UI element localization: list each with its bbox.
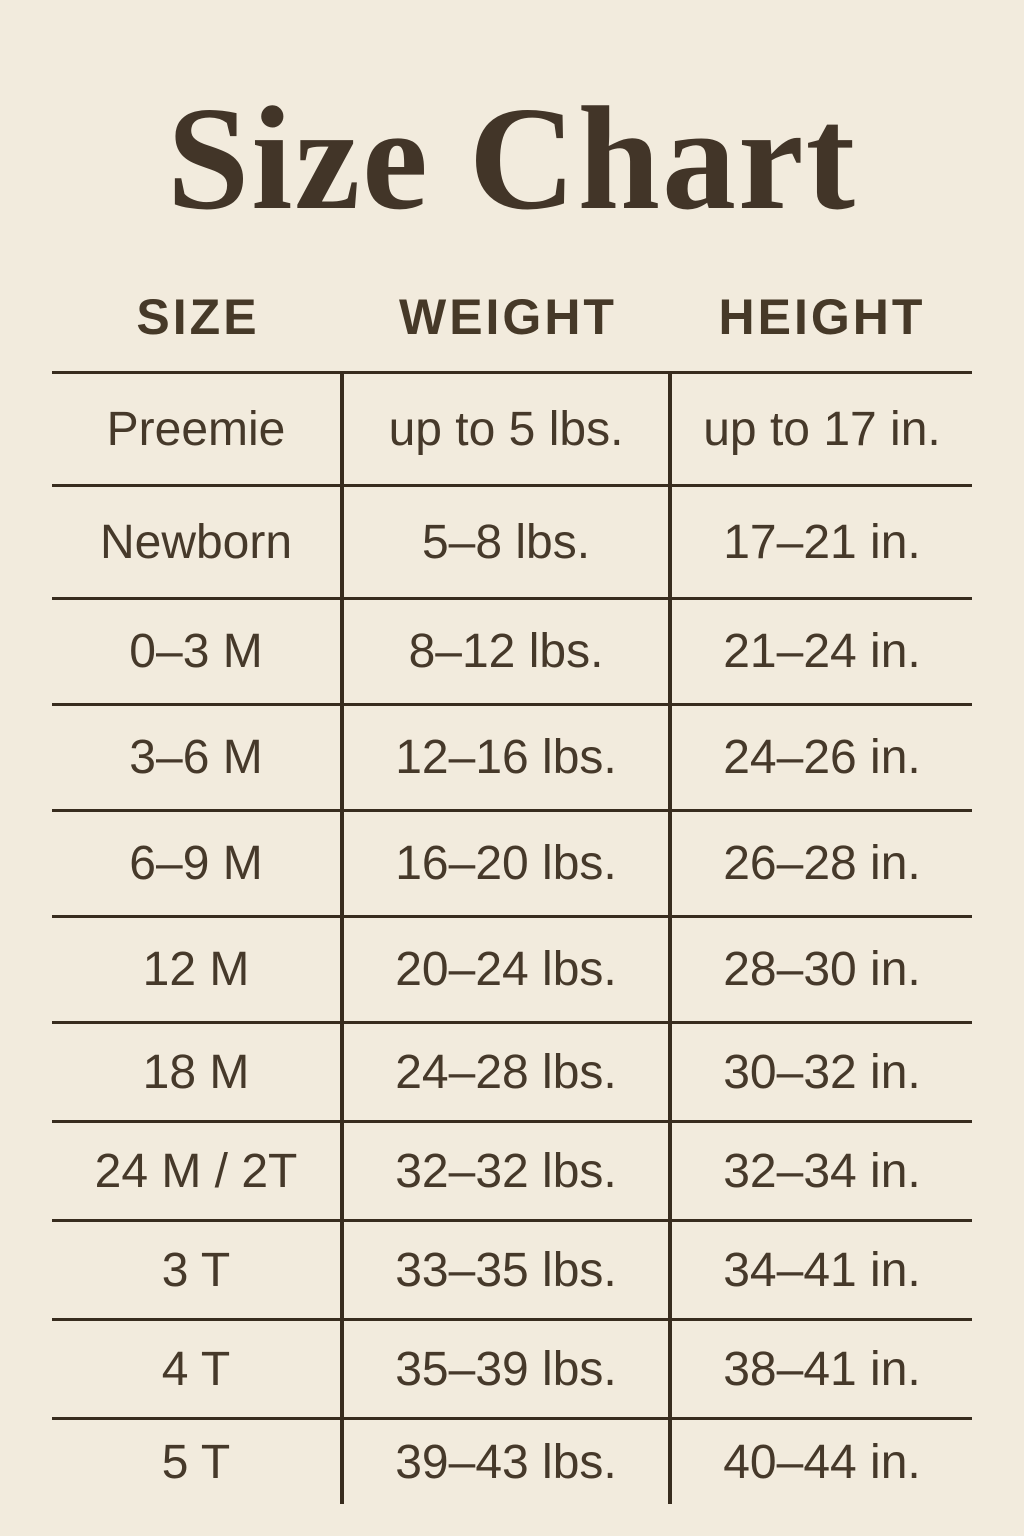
weight-cell: 39–43 lbs. (344, 1420, 672, 1504)
table-row: 0–3 M 8–12 lbs. 21–24 in. (52, 600, 972, 706)
weight-cell: 33–35 lbs. (344, 1222, 672, 1318)
size-cell: 18 M (52, 1024, 344, 1120)
height-cell: 34–41 in. (723, 1243, 921, 1297)
height-cell: 38–41 in. (723, 1342, 921, 1396)
table-row: 3 T 33–35 lbs. 34–41 in. (52, 1222, 972, 1321)
column-header-weight: WEIGHT (399, 289, 617, 345)
size-cell: 4 T (52, 1321, 344, 1417)
height-cell: 17–21 in. (723, 515, 921, 569)
size-cell: 12 M (52, 918, 344, 1021)
height-cell: 40–44 in. (723, 1435, 921, 1489)
weight-cell: 16–20 lbs. (344, 812, 672, 915)
column-header-size: SIZE (136, 289, 260, 345)
table-row: 3–6 M 12–16 lbs. 24–26 in. (52, 706, 972, 812)
height-cell: 32–34 in. (723, 1144, 921, 1198)
weight-cell: 35–39 lbs. (344, 1321, 672, 1417)
height-cell: 28–30 in. (723, 943, 921, 996)
height-cell: 30–32 in. (723, 1045, 921, 1099)
size-cell: 3 T (52, 1222, 344, 1318)
weight-cell: 8–12 lbs. (344, 600, 672, 703)
table-row: Preemie up to 5 lbs. up to 17 in. (52, 374, 972, 487)
column-header-height: HEIGHT (718, 289, 926, 345)
size-cell: 6–9 M (52, 812, 344, 915)
size-cell: 3–6 M (52, 706, 344, 809)
weight-cell: 5–8 lbs. (344, 487, 672, 597)
page-title: Size Chart (167, 77, 857, 241)
table-row: 12 M 20–24 lbs. 28–30 in. (52, 918, 972, 1024)
table-row: 5 T 39–43 lbs. 40–44 in. (52, 1420, 972, 1504)
size-cell: 5 T (52, 1420, 344, 1504)
height-cell: up to 17 in. (703, 402, 941, 456)
weight-cell: 20–24 lbs. (344, 918, 672, 1021)
weight-cell: up to 5 lbs. (344, 374, 672, 484)
height-cell: 26–28 in. (723, 837, 921, 890)
size-cell: Preemie (52, 374, 344, 484)
table-row: Newborn 5–8 lbs. 17–21 in. (52, 487, 972, 600)
size-cell: 0–3 M (52, 600, 344, 703)
table-body: Preemie up to 5 lbs. up to 17 in. Newbor… (52, 371, 972, 1504)
weight-cell: 24–28 lbs. (344, 1024, 672, 1120)
table-row: 24 M / 2T 32–32 lbs. 32–34 in. (52, 1123, 972, 1222)
table-header-row: SIZE WEIGHT HEIGHT (52, 289, 972, 371)
height-cell: 24–26 in. (723, 731, 921, 784)
table-row: 6–9 M 16–20 lbs. 26–28 in. (52, 812, 972, 918)
weight-cell: 32–32 lbs. (344, 1123, 672, 1219)
table-row: 4 T 35–39 lbs. 38–41 in. (52, 1321, 972, 1420)
weight-cell: 12–16 lbs. (344, 706, 672, 809)
size-cell: 24 M / 2T (52, 1123, 344, 1219)
height-cell: 21–24 in. (723, 625, 921, 678)
size-cell: Newborn (52, 487, 344, 597)
table-row: 18 M 24–28 lbs. 30–32 in. (52, 1024, 972, 1123)
size-chart-table: SIZE WEIGHT HEIGHT Preemie up to 5 lbs. … (52, 289, 972, 1504)
